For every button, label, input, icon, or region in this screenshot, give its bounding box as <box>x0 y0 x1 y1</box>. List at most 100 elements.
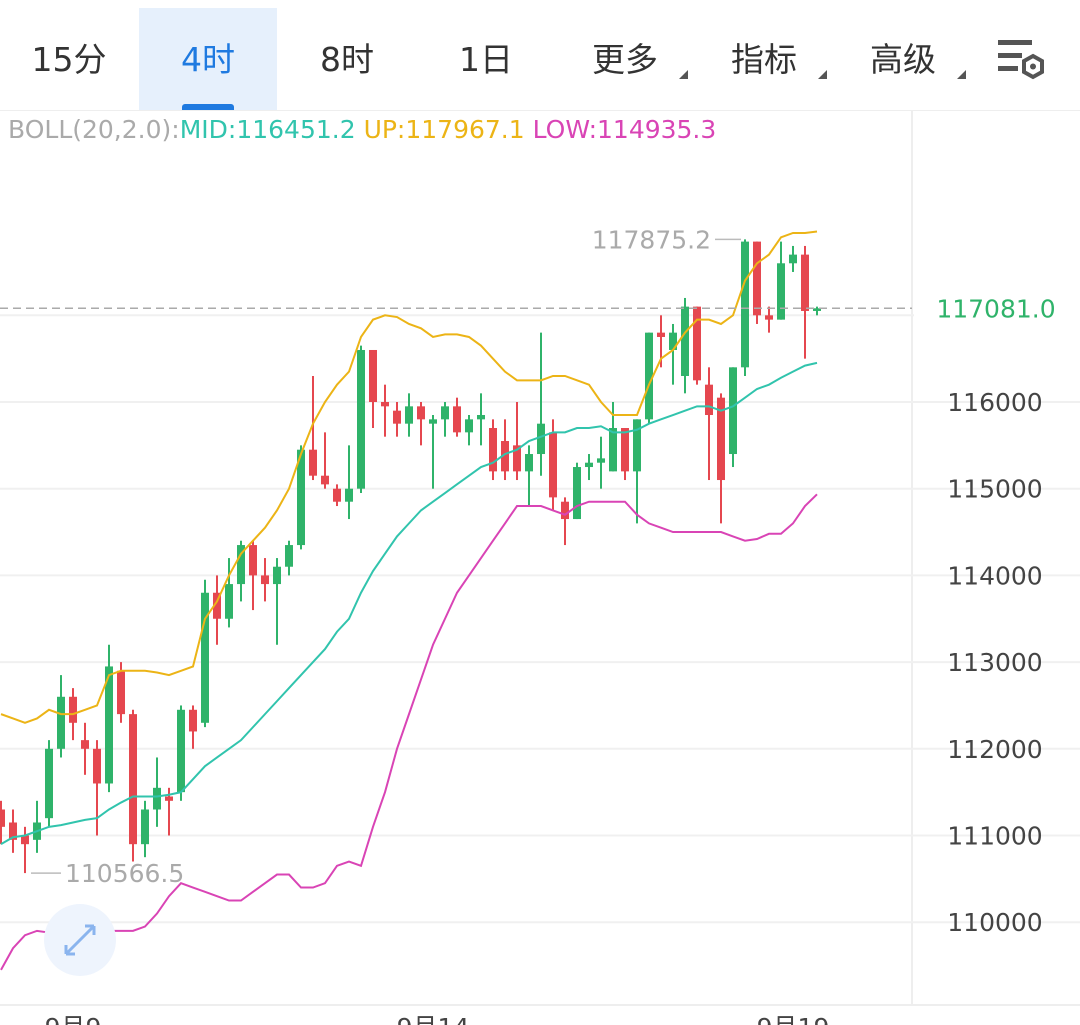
last-price-box <box>914 289 1080 328</box>
candle-body <box>633 419 641 472</box>
candle-body <box>669 332 677 350</box>
candle-body <box>597 458 605 463</box>
candle-body <box>753 241 761 316</box>
candle-body <box>369 349 377 403</box>
candle-body <box>237 545 245 585</box>
tab[interactable]: 8时 <box>320 40 374 79</box>
candle-body <box>189 709 197 732</box>
candle-body <box>465 419 473 433</box>
candle-body <box>765 315 773 320</box>
dropdown-arrow <box>957 70 966 79</box>
candle-body <box>537 423 545 455</box>
candle-body <box>549 432 557 498</box>
candle-body <box>201 592 209 723</box>
zoom-button[interactable] <box>44 904 116 976</box>
x-tick-label: 9月9 <box>45 1013 102 1025</box>
candle-body <box>525 454 533 472</box>
candle-body <box>273 566 281 585</box>
candle-body <box>417 406 425 420</box>
y-tick-label: 110000 <box>947 908 1042 937</box>
tab[interactable]: 1日 <box>459 40 513 79</box>
y-tick-label: 111000 <box>947 822 1042 851</box>
candle-body <box>477 415 485 420</box>
candle-body <box>645 332 653 420</box>
candle-body <box>813 308 821 311</box>
candle-body <box>561 501 569 520</box>
candle-body <box>165 796 173 801</box>
candle-body <box>141 809 149 845</box>
settings-icon[interactable] <box>998 40 1044 80</box>
y-tick-label: 116000 <box>947 388 1042 417</box>
candle-body <box>681 306 689 376</box>
candle-body <box>105 666 113 784</box>
candle-body <box>405 406 413 424</box>
boll-line <box>0 361 818 846</box>
candle-body <box>357 349 365 489</box>
y-tick-label: 113000 <box>947 648 1042 677</box>
candle-body <box>57 696 65 749</box>
candle-body <box>213 592 221 619</box>
candle-body <box>741 241 749 368</box>
legend-entry: UP:117967.1 <box>364 115 525 144</box>
candle-body <box>81 740 89 749</box>
candle-body <box>693 306 701 381</box>
candle-body <box>117 670 125 715</box>
candle-body <box>69 696 77 723</box>
candle-body <box>429 419 437 424</box>
candle-body <box>45 748 53 819</box>
candle-body <box>777 263 785 320</box>
indicator-name: BOLL(20,2.0): <box>8 115 180 144</box>
candle-body <box>285 545 293 567</box>
candle-body <box>177 709 185 793</box>
candle-body <box>573 467 581 520</box>
candle-body <box>93 748 101 784</box>
tab[interactable]: 指标 <box>731 40 797 79</box>
dropdown-arrow <box>818 70 827 79</box>
candle-body <box>501 441 509 472</box>
boll-line <box>0 493 818 971</box>
x-tick-label: 9月14 <box>397 1013 470 1025</box>
candle-body <box>261 575 269 585</box>
indicator-legend: BOLL(20,2.0):MID:116451.2 UP:117967.1 LO… <box>8 115 716 144</box>
y-tick-label: 115000 <box>947 475 1042 504</box>
candle-body <box>801 254 809 311</box>
candle-body <box>225 584 233 619</box>
boll-line <box>0 230 818 724</box>
y-tick-label: 114000 <box>947 561 1042 590</box>
candle-body <box>9 822 17 840</box>
tab[interactable]: 4时 <box>139 8 277 110</box>
candle-body <box>513 445 521 472</box>
candle-body <box>393 410 401 424</box>
x-tick-label: 9月19 <box>757 1013 830 1025</box>
candle-body <box>345 488 353 502</box>
tab[interactable]: 15分 <box>31 40 107 79</box>
low-annotation: 110566.5 <box>65 859 184 888</box>
candle-body <box>129 714 137 845</box>
candle-body <box>333 488 341 502</box>
high-annotation: 117875.2 <box>592 225 711 254</box>
candle-body <box>309 449 317 476</box>
candle-body <box>489 428 497 472</box>
candle-body <box>249 545 257 576</box>
legend-entry: MID:116451.2 <box>180 115 356 144</box>
candle-body <box>441 406 449 420</box>
candle-body <box>717 397 725 481</box>
candle-body <box>453 406 461 433</box>
candle-body <box>729 367 737 455</box>
y-tick-label: 112000 <box>947 735 1042 764</box>
candle-body <box>705 384 713 416</box>
last-price-label: 117081.0 <box>936 294 1055 323</box>
candle-body <box>321 475 329 485</box>
candle-body <box>585 462 593 468</box>
candle-body <box>621 428 629 472</box>
legend-entry: LOW:114935.3 <box>533 115 717 144</box>
candle-body <box>609 428 617 472</box>
candle-body <box>153 787 161 810</box>
candle-body <box>657 332 665 337</box>
tab[interactable]: 高级 <box>870 40 936 79</box>
tab[interactable]: 更多 <box>592 40 658 79</box>
tab-bar: 15分 4时 8时 1日 更多 指标 高级 <box>0 0 1080 111</box>
candle-body <box>21 835 29 845</box>
